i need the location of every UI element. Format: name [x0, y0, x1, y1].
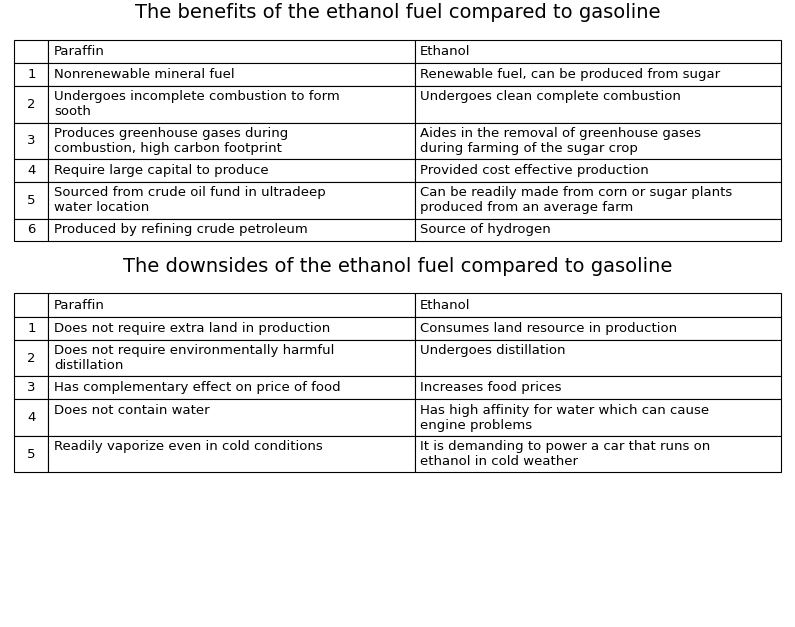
Text: 1: 1	[27, 68, 36, 82]
Bar	[14, 317, 48, 340]
Text: Aides in the removal of greenhouse gases
during farming of the sugar crop: Aides in the removal of greenhouse gases…	[420, 127, 701, 155]
Text: Require large capital to produce: Require large capital to produce	[54, 164, 269, 177]
Text: Does not require extra land in production: Does not require extra land in productio…	[54, 322, 330, 335]
Text: Ethanol: Ethanol	[420, 45, 471, 58]
Bar	[48, 182, 415, 219]
Bar	[415, 399, 781, 436]
Text: Renewable fuel, can be produced from sugar: Renewable fuel, can be produced from sug…	[420, 68, 720, 81]
Text: The benefits of the ethanol fuel compared to gasoline: The benefits of the ethanol fuel compare…	[134, 3, 661, 22]
Bar	[415, 182, 781, 219]
Text: Paraffin: Paraffin	[54, 45, 105, 58]
Bar	[415, 123, 781, 159]
Text: 3: 3	[27, 134, 36, 147]
Bar	[48, 293, 415, 317]
Bar	[48, 159, 415, 182]
Bar	[48, 376, 415, 399]
Bar	[14, 219, 48, 241]
Text: Nonrenewable mineral fuel: Nonrenewable mineral fuel	[54, 68, 235, 81]
Text: Undergoes incomplete combustion to form
sooth: Undergoes incomplete combustion to form …	[54, 90, 339, 119]
Text: Has high affinity for water which can cause
engine problems: Has high affinity for water which can ca…	[420, 404, 709, 431]
Text: Consumes land resource in production: Consumes land resource in production	[420, 322, 677, 335]
Bar	[415, 86, 781, 123]
Bar	[415, 317, 781, 340]
Text: Produced by refining crude petroleum: Produced by refining crude petroleum	[54, 223, 308, 236]
Bar	[48, 219, 415, 241]
Text: 1: 1	[27, 322, 36, 335]
Bar	[14, 40, 48, 63]
Text: Sourced from crude oil fund in ultradeep
water location: Sourced from crude oil fund in ultradeep…	[54, 186, 326, 214]
Bar	[415, 63, 781, 86]
Bar	[14, 399, 48, 436]
Text: Has complementary effect on price of food: Has complementary effect on price of foo…	[54, 381, 341, 394]
Text: Readily vaporize even in cold conditions: Readily vaporize even in cold conditions	[54, 440, 323, 453]
Text: 5: 5	[27, 194, 36, 207]
Text: Does not require environmentally harmful
distillation: Does not require environmentally harmful…	[54, 344, 335, 372]
Bar	[14, 293, 48, 317]
Bar	[14, 86, 48, 123]
Bar	[48, 86, 415, 123]
Text: 4: 4	[27, 411, 36, 424]
Text: The downsides of the ethanol fuel compared to gasoline: The downsides of the ethanol fuel compar…	[122, 256, 673, 276]
Bar	[415, 376, 781, 399]
Bar	[14, 182, 48, 219]
Bar	[415, 159, 781, 182]
Text: Produces greenhouse gases during
combustion, high carbon footprint: Produces greenhouse gases during combust…	[54, 127, 289, 155]
Bar	[48, 436, 415, 472]
Bar	[415, 40, 781, 63]
Bar	[48, 40, 415, 63]
Bar	[14, 63, 48, 86]
Text: Provided cost effective production: Provided cost effective production	[420, 164, 649, 177]
Text: It is demanding to power a car that runs on
ethanol in cold weather: It is demanding to power a car that runs…	[420, 440, 711, 468]
Text: Paraffin: Paraffin	[54, 298, 105, 312]
Bar	[415, 293, 781, 317]
Text: 5: 5	[27, 448, 36, 461]
Text: 3: 3	[27, 381, 36, 394]
Bar	[48, 340, 415, 376]
Text: 4: 4	[27, 164, 36, 177]
Bar	[14, 159, 48, 182]
Text: Does not contain water: Does not contain water	[54, 404, 210, 416]
Text: Can be readily made from corn or sugar plants
produced from an average farm: Can be readily made from corn or sugar p…	[420, 186, 732, 214]
Text: Ethanol: Ethanol	[420, 298, 471, 312]
Bar	[48, 399, 415, 436]
Bar	[415, 340, 781, 376]
Bar	[415, 219, 781, 241]
Bar	[14, 436, 48, 472]
Text: 2: 2	[27, 352, 36, 365]
Bar	[48, 317, 415, 340]
Text: 6: 6	[27, 223, 36, 236]
Text: Undergoes distillation: Undergoes distillation	[420, 344, 566, 357]
Bar	[14, 376, 48, 399]
Text: 2: 2	[27, 98, 36, 111]
Bar	[14, 123, 48, 159]
Text: Increases food prices: Increases food prices	[420, 381, 561, 394]
Bar	[48, 123, 415, 159]
Bar	[48, 63, 415, 86]
Text: Undergoes clean complete combustion: Undergoes clean complete combustion	[420, 90, 681, 103]
Bar	[415, 436, 781, 472]
Bar	[14, 340, 48, 376]
Text: Source of hydrogen: Source of hydrogen	[420, 223, 551, 236]
